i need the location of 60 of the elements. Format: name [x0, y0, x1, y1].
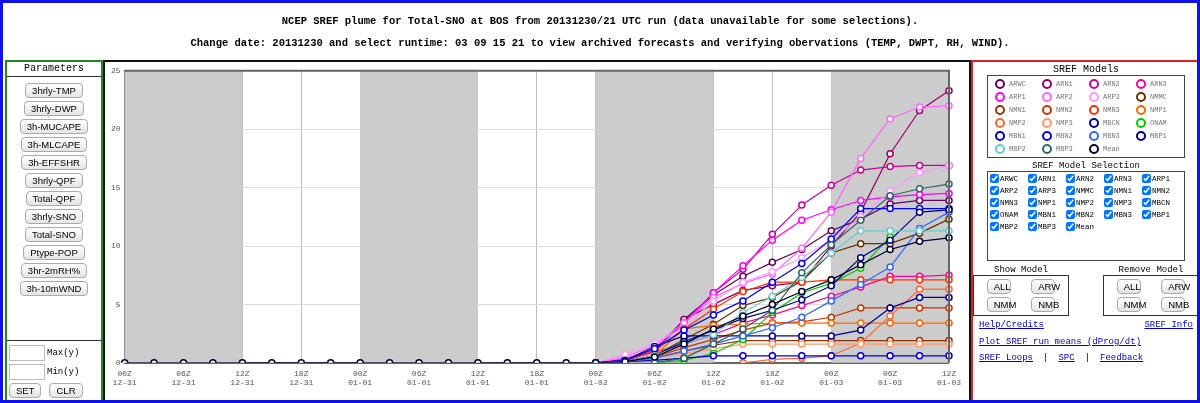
text: NMM — [992, 298, 1017, 312]
text: Max(y) — [47, 348, 80, 358]
x-tick-label: 00Z 12-31 — [112, 368, 137, 388]
chart-subtitle: Change date: 20131230 and select runtime: 03 09 15 21 to view archived forecasts and verifying obervations (TEMP, DWPT, RH, WIND). — [189, 37, 1011, 49]
text: SREF Model Selection — [1031, 161, 1141, 171]
chart-title: NCEP SREF plume for Total-SNO at BOS from 20131230/21 UTC run (data unavailable for some selections). — [280, 15, 920, 27]
y-tick-label: 15 — [110, 182, 121, 192]
text: SPC — [1058, 353, 1075, 363]
text: NMB — [1037, 298, 1060, 312]
text: CLR — [49, 383, 83, 398]
text: Remove Model — [1117, 265, 1185, 275]
text: ARW — [1167, 280, 1191, 294]
x-tick-label: 18Z 01-02 — [760, 368, 785, 388]
x-tick-label: 12Z 01-02 — [701, 368, 726, 388]
x-tick-label: 00Z 01-02 — [583, 368, 608, 388]
x-tick-label: 06Z 01-01 — [407, 368, 432, 388]
text: ALL — [1116, 279, 1141, 294]
x-tick-label: 12Z 12-31 — [230, 368, 255, 388]
text: Parameters — [7, 62, 101, 77]
text: SREF Info — [1144, 320, 1193, 330]
x-tick-label: 12Z 01-01 — [465, 368, 491, 388]
text: | — [1084, 353, 1091, 363]
text: NMB — [1167, 298, 1190, 312]
legend-title: SREF Models — [1052, 64, 1120, 75]
text: ALL — [986, 279, 1011, 294]
text: Help/Credits — [979, 320, 1044, 330]
x-tick-label: 00Z 01-01 — [348, 368, 373, 388]
y-tick-label: 10 — [110, 241, 121, 251]
text: Total-SNO — [25, 227, 83, 242]
text: NMM — [1122, 298, 1147, 312]
text: ARW — [1037, 280, 1061, 294]
text: 3hrly-SNO — [24, 209, 84, 224]
y-tick-label: 0 — [115, 357, 121, 367]
text: | — [1043, 353, 1049, 363]
x-tick-label: 18Z 12-31 — [289, 368, 314, 388]
y-tick-label: 25 — [110, 65, 121, 75]
text: 3hrly-DWP — [24, 101, 84, 116]
x-tick-label: 06Z 12-31 — [171, 368, 196, 388]
x-tick-label: 06Z 01-03 — [878, 368, 903, 388]
x-tick-label: 00Z 01-03 — [819, 368, 844, 388]
text: 3h-EFFSHR — [21, 155, 87, 170]
x-tick-label: 06Z 01-02 — [642, 368, 667, 388]
text: Feedback — [1100, 353, 1144, 363]
text: 3hrly-QPF — [25, 173, 83, 188]
text: 3hr-2mRH% — [20, 263, 88, 278]
text: Ptype-POP — [23, 245, 85, 260]
text: 3hrly-TMP — [25, 83, 83, 98]
text: Total-QPF — [25, 191, 83, 206]
y-tick-label: 5 — [115, 299, 121, 309]
text: Min(y) — [47, 367, 80, 377]
text: 3h-MUCAPE — [19, 119, 89, 134]
text: SET — [9, 383, 42, 398]
x-tick-label: 12Z 01-03 — [936, 368, 962, 388]
text: SREF Loops — [979, 353, 1034, 363]
text: 3h-MLCAPE — [20, 137, 88, 152]
text: 3h-10mWND — [19, 281, 89, 296]
y-tick-label: 20 — [110, 124, 121, 134]
text: Plot SREF run means (dProg/dt) — [979, 337, 1142, 347]
text: Show Model — [993, 265, 1049, 275]
x-tick-label: 18Z 01-01 — [524, 368, 549, 388]
